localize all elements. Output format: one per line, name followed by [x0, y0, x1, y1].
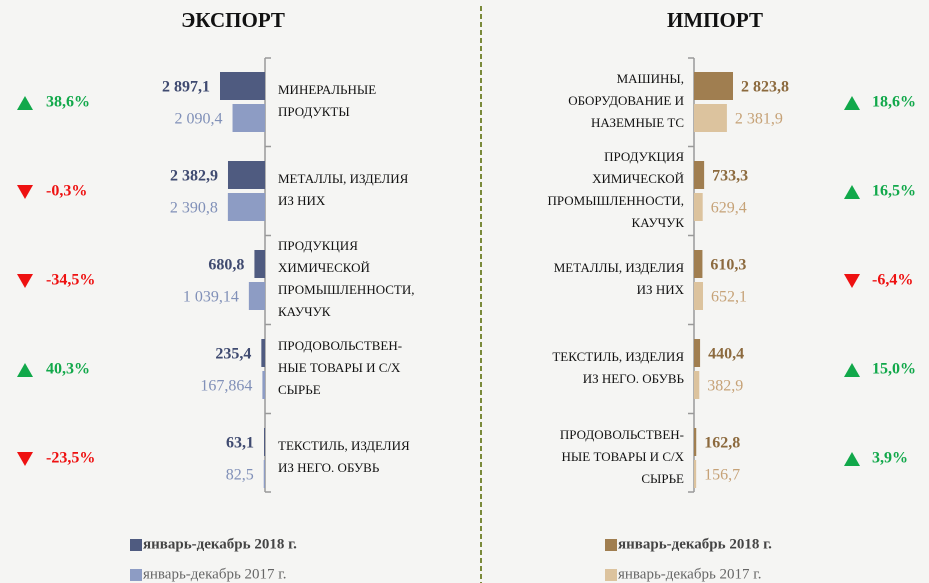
legend-label: январь-декабрь 2018 г. — [618, 536, 772, 552]
bar — [220, 72, 265, 100]
change-label: 3,9% — [872, 450, 908, 467]
change-arrow — [17, 274, 33, 288]
value-label: 2 381,9 — [735, 111, 783, 128]
bar — [227, 193, 265, 221]
change-label: 40,3% — [46, 361, 90, 378]
legend-label: январь-декабрь 2018 г. — [143, 536, 297, 552]
category-label: ИЗ НИХ — [278, 193, 326, 208]
bar — [694, 161, 705, 189]
bar — [694, 282, 704, 310]
category-label: МАШИНЫ, — [617, 71, 684, 86]
value-label: 1 039,14 — [183, 289, 239, 306]
value-label: 167,864 — [200, 378, 252, 395]
value-label: 82,5 — [226, 467, 254, 484]
value-label: 733,3 — [712, 168, 748, 185]
bar — [254, 250, 265, 278]
legend-swatch — [130, 569, 142, 581]
bar — [694, 72, 733, 100]
panel-title: ЭКСПОРТ — [181, 8, 285, 32]
category-label: ПРОДОВОЛЬСТВЕН- — [560, 427, 684, 442]
change-arrow — [844, 96, 860, 110]
bar — [227, 161, 265, 189]
category-label: ПРОДУКТЫ — [278, 104, 350, 119]
value-label: 2 090,4 — [175, 111, 223, 128]
value-label: 652,1 — [711, 289, 747, 306]
category-label: ПРОМЫШЛЕННОСТИ, — [278, 282, 415, 297]
legend-label: январь-декабрь 2017 г. — [143, 566, 287, 582]
category-label: ХИМИЧЕСКОЙ — [278, 260, 370, 275]
bar — [694, 250, 703, 278]
change-arrow — [844, 452, 860, 466]
change-label: -0,3% — [46, 183, 87, 200]
change-label: 16,5% — [872, 183, 916, 200]
category-label: ОБОРУДОВАНИЕ И — [568, 93, 684, 108]
change-label: 38,6% — [46, 94, 90, 111]
category-label: НАЗЕМНЫЕ ТС — [591, 115, 684, 130]
bar — [694, 104, 727, 132]
value-label: 2 382,9 — [170, 168, 218, 185]
bar — [694, 371, 700, 399]
change-arrow — [17, 96, 33, 110]
bar — [263, 460, 265, 488]
category-label: ПРОДУКЦИЯ — [278, 238, 358, 253]
bar — [262, 371, 265, 399]
value-label: 629,4 — [711, 200, 747, 217]
category-label: ТЕКСТИЛЬ, ИЗДЕЛИЯ — [278, 438, 410, 453]
change-label: -6,4% — [872, 272, 913, 289]
bar — [248, 282, 265, 310]
value-label: 2 390,8 — [170, 200, 218, 217]
value-label: 156,7 — [704, 467, 740, 484]
category-label: СЫРЬЕ — [278, 382, 321, 397]
category-label: КАУЧУК — [632, 215, 685, 230]
bar — [232, 104, 265, 132]
category-label: МЕТАЛЛЫ, ИЗДЕЛИЯ — [278, 171, 409, 186]
legend-swatch — [605, 539, 617, 551]
value-label: 2 823,8 — [741, 79, 789, 96]
bar — [264, 428, 265, 456]
category-label: ХИМИЧЕСКОЙ — [592, 171, 684, 186]
value-label: 2 897,1 — [162, 79, 210, 96]
category-label: ИЗ НИХ — [637, 282, 685, 297]
category-label: ИЗ НЕГО. ОБУВЬ — [583, 371, 685, 386]
value-label: 440,4 — [708, 346, 744, 363]
change-label: -34,5% — [46, 272, 95, 289]
category-label: СЫРЬЕ — [641, 471, 684, 486]
change-arrow — [17, 452, 33, 466]
category-label: МИНЕРАЛЬНЫЕ — [278, 82, 376, 97]
change-label: 15,0% — [872, 361, 916, 378]
change-label: -23,5% — [46, 450, 95, 467]
bar — [261, 339, 265, 367]
category-label: КАУЧУК — [278, 304, 331, 319]
change-arrow — [17, 363, 33, 377]
bar — [694, 460, 697, 488]
legend-swatch — [130, 539, 142, 551]
value-label: 162,8 — [704, 435, 740, 452]
change-arrow — [844, 363, 860, 377]
legend-label: январь-декабрь 2017 г. — [618, 566, 762, 582]
change-arrow — [844, 185, 860, 199]
bar — [694, 193, 703, 221]
bar — [694, 428, 697, 456]
category-label: НЫЕ ТОВАРЫ И С/Х — [278, 360, 401, 375]
bar — [694, 339, 701, 367]
category-label: ПРОМЫШЛЕННОСТИ, — [547, 193, 684, 208]
value-label: 680,8 — [208, 257, 244, 274]
value-label: 235,4 — [215, 346, 251, 363]
value-label: 382,9 — [707, 378, 743, 395]
category-label: МЕТАЛЛЫ, ИЗДЕЛИЯ — [554, 260, 685, 275]
legend-swatch — [605, 569, 617, 581]
value-label: 63,1 — [226, 435, 254, 452]
change-arrow — [17, 185, 33, 199]
panel-title: ИМПОРТ — [667, 8, 763, 32]
category-label: ИЗ НЕГО. ОБУВЬ — [278, 460, 380, 475]
change-label: 18,6% — [872, 94, 916, 111]
value-label: 610,3 — [710, 257, 746, 274]
category-label: ПРОДУКЦИЯ — [604, 149, 684, 164]
category-label: ТЕКСТИЛЬ, ИЗДЕЛИЯ — [552, 349, 684, 364]
change-arrow — [844, 274, 860, 288]
category-label: ПРОДОВОЛЬСТВЕН- — [278, 338, 402, 353]
category-label: НЫЕ ТОВАРЫ И С/Х — [562, 449, 685, 464]
